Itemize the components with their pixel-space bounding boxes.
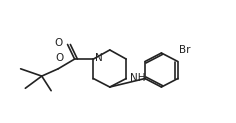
Text: NH: NH [130, 73, 145, 83]
Text: N: N [95, 54, 102, 63]
Text: Br: Br [179, 45, 190, 55]
Text: O: O [54, 38, 62, 48]
Text: O: O [55, 53, 63, 63]
